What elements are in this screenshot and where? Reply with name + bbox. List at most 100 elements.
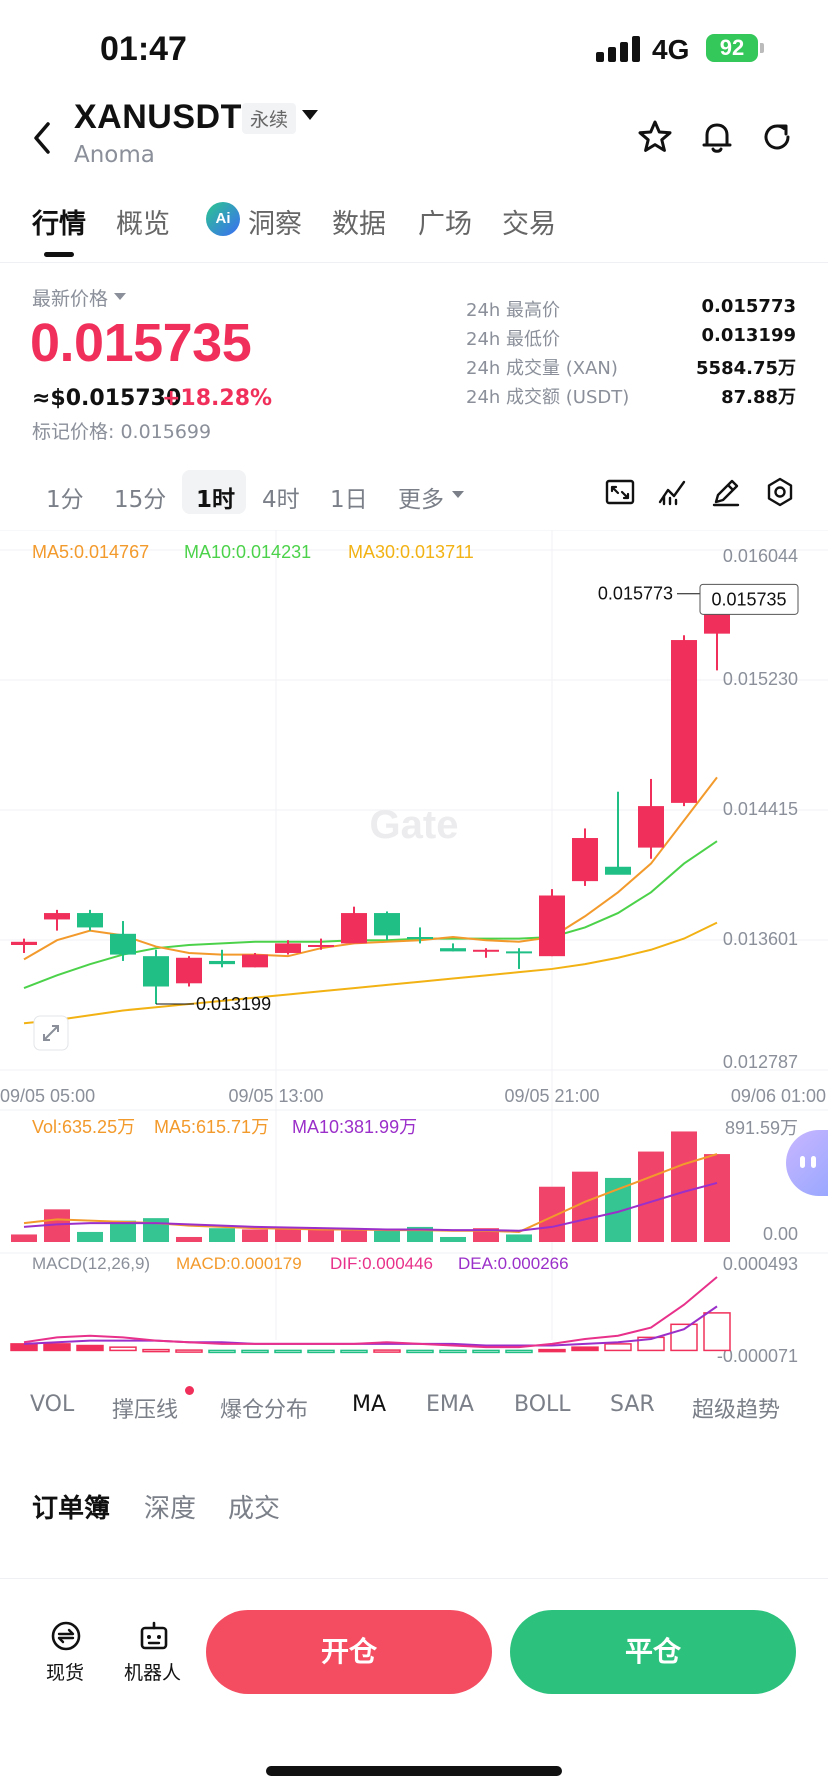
- indicator-tab-vol[interactable]: VOL: [30, 1392, 75, 1417]
- last-price-label[interactable]: 最新价格: [32, 288, 109, 310]
- indicator-tab-ma[interactable]: MA: [352, 1392, 387, 1417]
- macd-histogram-bar: [538, 1348, 566, 1353]
- volume-bar: [209, 1228, 235, 1242]
- volume-bar: [374, 1230, 400, 1242]
- tab-square[interactable]: 广场: [418, 209, 472, 240]
- tab-insight[interactable]: 洞察: [248, 209, 302, 240]
- volume-bar: [539, 1186, 565, 1242]
- divider: [0, 1578, 828, 1579]
- volume-bar: [275, 1229, 301, 1242]
- candle-body: [572, 838, 598, 882]
- stat-low-value: 0.013199: [701, 325, 796, 346]
- macd-histogram-bar: [109, 1346, 137, 1352]
- ma5-legend: MA5:0.014767: [32, 542, 149, 562]
- fullscreen-chart-icon[interactable]: [604, 476, 636, 508]
- interval-active-bg: [182, 470, 246, 514]
- indicator-tab-supertrend[interactable]: 超级趋势: [692, 1398, 781, 1423]
- macd-histogram-bar: [604, 1343, 632, 1352]
- new-badge-dot: [185, 1386, 194, 1395]
- macd-histogram-bar: [10, 1343, 38, 1352]
- candle-body: [539, 895, 565, 957]
- tab-overview[interactable]: 概览: [116, 209, 170, 240]
- stat-volume-value: 5584.75万: [696, 358, 796, 379]
- indicator-tab-sar[interactable]: SAR: [610, 1392, 655, 1417]
- nav-robot-label[interactable]: 机器人: [124, 1662, 182, 1684]
- indicator-tab-ema[interactable]: EMA: [426, 1392, 474, 1417]
- candle-body: [143, 956, 169, 987]
- interval-1d[interactable]: 1日: [330, 487, 368, 513]
- last-price: 0.015735: [30, 313, 252, 373]
- macd-histogram-bar: [340, 1349, 368, 1354]
- volume-bar: [110, 1220, 136, 1242]
- nav-spot-label[interactable]: 现货: [46, 1662, 85, 1684]
- signal-icon: [596, 36, 640, 62]
- interval-1m[interactable]: 1分: [46, 487, 84, 513]
- indicator-tab-liquidation[interactable]: 爆仓分布: [220, 1398, 309, 1423]
- tab-orderbook[interactable]: 订单簿: [32, 1494, 111, 1524]
- candle-body: [341, 913, 367, 944]
- ma10-legend: MA10:0.014231: [184, 542, 311, 562]
- chevron-down-icon[interactable]: [452, 491, 464, 498]
- usd-price: ≈$0.015730: [32, 386, 182, 411]
- ma30-line: [23, 921, 718, 1025]
- time-axis-label: 09/05 21:00: [504, 1086, 599, 1106]
- candle-body: [407, 937, 433, 940]
- tab-trades[interactable]: 成交: [228, 1494, 281, 1524]
- macd-histogram-bar: [76, 1344, 104, 1352]
- tab-trade[interactable]: 交易: [502, 209, 556, 240]
- macd-histogram-bar: [439, 1349, 467, 1354]
- current-price-tag-box: [699, 583, 799, 615]
- tab-depth[interactable]: 深度: [144, 1494, 197, 1524]
- interval-more[interactable]: 更多: [398, 487, 444, 513]
- draw-pen-icon[interactable]: [710, 476, 742, 508]
- dif-legend: DIF:0.000446: [330, 1254, 433, 1273]
- vol-axis-label: 891.59万: [725, 1118, 798, 1138]
- volume-bar: [341, 1229, 367, 1242]
- candle-body: [77, 913, 103, 928]
- volume-bar: [671, 1131, 697, 1242]
- spot-icon[interactable]: [48, 1618, 84, 1654]
- macd-legend: MACD:0.000179: [176, 1254, 302, 1273]
- interval-15m[interactable]: 15分: [114, 487, 167, 513]
- indicator-tab-support-resistance[interactable]: 撑压线: [112, 1398, 179, 1423]
- price-axis-label: 0.014415: [723, 799, 798, 819]
- indicator-tab-boll[interactable]: BOLL: [514, 1392, 571, 1417]
- interval-4h[interactable]: 4时: [262, 487, 300, 513]
- price-axis-label: 0.015230: [723, 669, 798, 689]
- back-icon[interactable]: [28, 118, 58, 158]
- kline-chart[interactable]: Gate MA5:0.014767 MA10:0.014231 MA30:0.0137…: [0, 530, 828, 1370]
- volume-bar: [176, 1236, 202, 1242]
- close-position-button[interactable]: 平仓: [510, 1610, 796, 1694]
- stat-low-label: 24h 最低价: [466, 329, 561, 350]
- battery-icon: 92: [706, 34, 758, 62]
- settings-icon[interactable]: [764, 476, 796, 508]
- macd-histogram-bar: [142, 1348, 170, 1353]
- vol-ma10-legend: MA10:381.99万: [292, 1117, 417, 1137]
- chevron-down-icon[interactable]: [302, 110, 318, 120]
- current-price-tag: 0.015735: [711, 589, 786, 609]
- chevron-down-icon[interactable]: [114, 293, 126, 300]
- interval-1h[interactable]: 1时: [196, 487, 236, 513]
- candle-body: [506, 951, 532, 954]
- robot-icon[interactable]: [136, 1618, 172, 1654]
- refresh-icon[interactable]: [758, 118, 796, 156]
- volume-bar: [11, 1234, 37, 1242]
- volume-bar: [638, 1151, 664, 1242]
- ai-icon: Ai: [206, 202, 240, 236]
- macd-histogram-bar: [472, 1349, 500, 1354]
- open-position-button[interactable]: 开仓: [206, 1610, 492, 1694]
- tab-data[interactable]: 数据: [332, 209, 386, 240]
- indicator-icon[interactable]: [656, 476, 688, 508]
- star-icon[interactable]: [636, 118, 674, 156]
- expand-icon: [43, 1025, 59, 1041]
- tab-market[interactable]: 行情: [32, 209, 86, 240]
- volume-bar: [704, 1154, 730, 1242]
- pair-title[interactable]: XANUSDT: [74, 98, 242, 136]
- macd-histogram-bar: [373, 1349, 401, 1353]
- time-axis-label: 09/06 01:00: [731, 1086, 826, 1106]
- price-axis-label: 0.016044: [723, 546, 798, 566]
- ma5-line: [23, 776, 718, 961]
- macd-histogram-bar: [274, 1349, 302, 1354]
- candle-body: [176, 957, 202, 984]
- bell-icon[interactable]: [698, 118, 736, 156]
